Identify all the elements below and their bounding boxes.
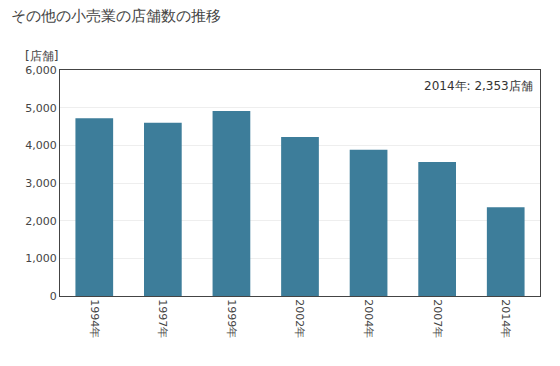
svg-text:1999年: 1999年 — [225, 299, 238, 338]
svg-text:2014年: 2,353店舗: 2014年: 2,353店舗 — [424, 79, 533, 93]
svg-text:1,000: 1,000 — [25, 252, 57, 265]
svg-text:1994年: 1994年 — [88, 299, 101, 338]
svg-text:2007年: 2007年 — [431, 299, 444, 338]
svg-text:[店舗]: [店舗] — [25, 49, 58, 63]
svg-text:4,000: 4,000 — [25, 139, 57, 152]
svg-text:2002年: 2002年 — [293, 299, 306, 338]
svg-text:2,000: 2,000 — [25, 215, 57, 228]
svg-text:1997年: 1997年 — [156, 299, 169, 338]
svg-text:2004年: 2004年 — [362, 299, 375, 338]
svg-text:3,000: 3,000 — [25, 177, 57, 190]
svg-text:0: 0 — [50, 290, 57, 303]
svg-text:その他の小売業の店舗数の推移: その他の小売業の店舗数の推移 — [11, 7, 221, 25]
svg-text:5,000: 5,000 — [25, 102, 57, 115]
svg-text:2014年: 2014年 — [499, 299, 512, 338]
svg-text:6,000: 6,000 — [25, 64, 57, 77]
